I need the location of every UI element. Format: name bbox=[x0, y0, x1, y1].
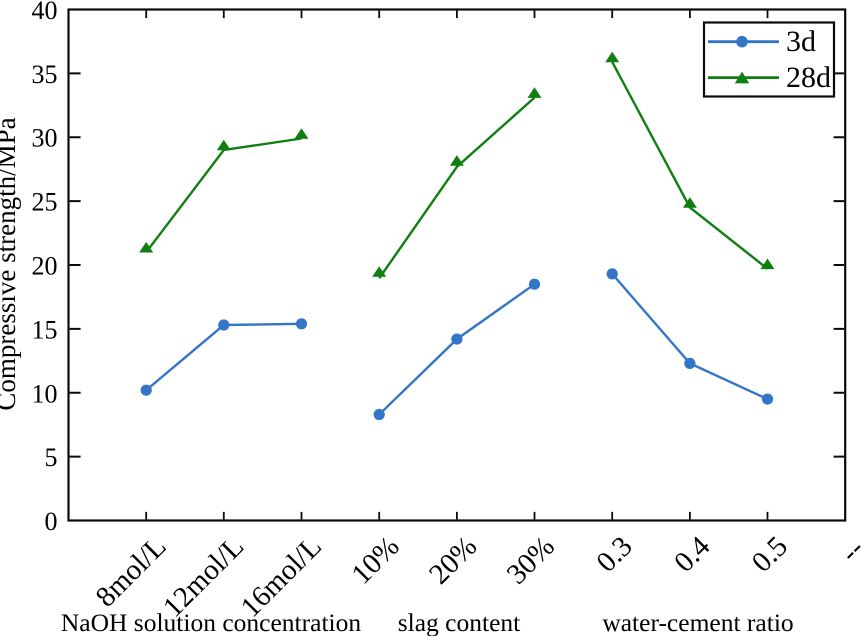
svg-text:30: 30 bbox=[32, 124, 58, 153]
svg-text:Compressive strength/MPa: Compressive strength/MPa bbox=[0, 117, 21, 410]
svg-text:slag content: slag content bbox=[398, 608, 521, 636]
svg-text:water-cement ratio: water-cement ratio bbox=[602, 608, 793, 636]
svg-text:5: 5 bbox=[45, 443, 58, 472]
svg-text:40: 40 bbox=[32, 0, 58, 25]
svg-text:NaOH solution concentration: NaOH solution concentration bbox=[61, 608, 362, 636]
svg-text:15: 15 bbox=[32, 315, 58, 344]
svg-text:3d: 3d bbox=[786, 25, 816, 58]
svg-text:0: 0 bbox=[45, 507, 58, 536]
svg-text:10: 10 bbox=[32, 379, 58, 408]
svg-text:25: 25 bbox=[32, 188, 58, 217]
svg-text:20: 20 bbox=[32, 252, 58, 281]
svg-text:28d: 28d bbox=[786, 61, 831, 94]
svg-text:35: 35 bbox=[32, 60, 58, 89]
